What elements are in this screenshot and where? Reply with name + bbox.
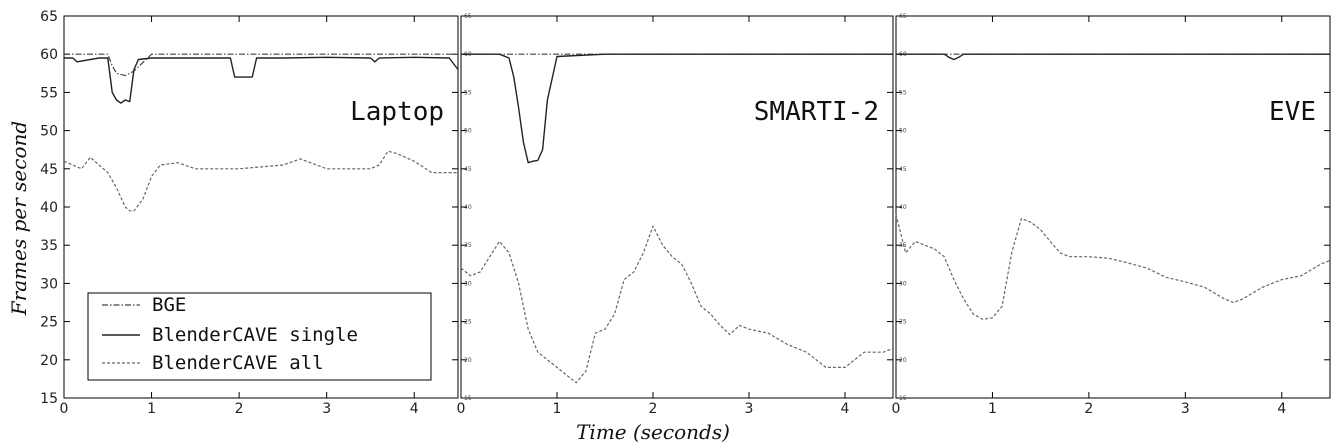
y-tick-label: 15 — [899, 395, 907, 402]
y-tick-label: 30 — [40, 276, 58, 292]
y-tick-label: 20 — [40, 353, 58, 369]
y-tick-label: 45 — [40, 162, 58, 178]
x-tick-label: 2 — [235, 401, 244, 417]
x-tick-label: 1 — [553, 401, 562, 417]
y-tick-label: 40 — [40, 200, 58, 216]
y-tick-label: 35 — [464, 242, 472, 249]
y-tick-label: 30 — [899, 280, 907, 287]
y-tick-label: 55 — [464, 89, 472, 96]
y-tick-label: 20 — [899, 357, 907, 364]
x-tick-label: 0 — [60, 401, 69, 417]
y-tick-label: 55 — [40, 85, 58, 101]
y-tick-label: 45 — [464, 166, 472, 173]
series-line-blendercave-single — [461, 53, 893, 164]
panel-title: SMARTI-2 — [754, 97, 879, 127]
y-tick-label: 15 — [40, 391, 58, 407]
y-tick-label: 25 — [464, 319, 472, 326]
y-tick-label: 25 — [899, 319, 907, 326]
legend-label-all: BlenderCAVE all — [152, 352, 324, 374]
legend-label-bge: BGE — [152, 294, 186, 316]
x-tick-label: 1 — [988, 401, 997, 417]
y-tick-label: 50 — [40, 124, 58, 140]
x-tick-label: 0 — [457, 401, 466, 417]
x-tick-label: 0 — [892, 401, 901, 417]
y-tick-label: 50 — [899, 128, 907, 135]
x-tick-label: 3 — [1181, 401, 1190, 417]
legend-box — [87, 292, 432, 381]
x-tick-label: 4 — [841, 401, 850, 417]
y-tick-label: 30 — [464, 280, 472, 287]
x-tick-label: 2 — [1084, 401, 1093, 417]
x-tick-label: 3 — [322, 401, 331, 417]
plot-frame — [460, 15, 894, 399]
panel-laptop: 15 20 25 30 35 40 45 50 55 60 65 0 1 2 3 4 Laptop — [40, 9, 459, 417]
x-tick-label: 2 — [649, 401, 658, 417]
y-tick-label: 25 — [40, 315, 58, 331]
panel-title: EVE — [1269, 97, 1316, 127]
panel-title: Laptop — [350, 97, 444, 127]
y-tick-label: 20 — [464, 357, 472, 364]
y-tick-label: 65 — [464, 13, 472, 20]
y-tick-label: 50 — [464, 128, 472, 135]
series-line-blendercave-all — [460, 225, 894, 384]
series-line-blendercave-all — [63, 150, 458, 212]
x-tick-label: 4 — [1277, 401, 1286, 417]
legend-label-single: BlenderCAVE single — [152, 324, 358, 346]
y-tick-label: 40 — [899, 204, 907, 211]
y-tick-label: 65 — [899, 13, 907, 20]
x-axis-label: Time (seconds) — [576, 420, 730, 444]
x-tick-label: 4 — [410, 401, 419, 417]
series-line-blendercave-single — [64, 56, 459, 104]
y-axis-label: Frames per second — [7, 121, 31, 316]
y-tick-label: 35 — [899, 242, 907, 249]
y-tick-label: 65 — [40, 9, 58, 25]
series-line-blendercave-all — [895, 214, 1331, 320]
y-tick-label: 55 — [899, 89, 907, 96]
y-tick-label: 35 — [40, 238, 58, 254]
y-tick-label: 60 — [40, 47, 58, 63]
y-tick-label: 15 — [464, 395, 472, 402]
x-tick-label: 3 — [745, 401, 754, 417]
plot-frame — [895, 15, 1331, 399]
y-tick-label: 45 — [899, 166, 907, 173]
series-line-blendercave-single — [896, 53, 1330, 61]
y-tick-label: 40 — [464, 204, 472, 211]
x-tick-label: 1 — [147, 401, 156, 417]
legend: BGE BlenderCAVE single BlenderCAVE all — [87, 292, 432, 381]
